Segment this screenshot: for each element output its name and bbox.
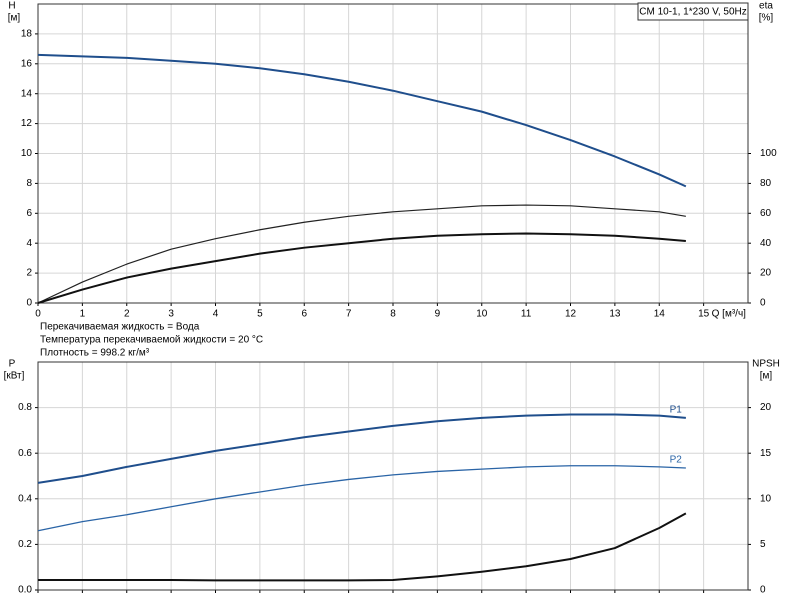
y-tick-label: 14 — [21, 88, 33, 99]
y-tick-label: 0.0 — [18, 585, 32, 596]
y-axis-unit: [м] — [8, 13, 21, 24]
curve — [38, 512, 687, 582]
x-axis-label: Q [м³/ч] — [712, 309, 747, 320]
note: Плотность = 998.2 кг/м³ — [40, 348, 150, 359]
y-axis-unit: [кВт] — [4, 371, 25, 382]
note: Перекачиваемая жидкость = Вода — [40, 322, 200, 333]
curve — [37, 465, 686, 532]
x-tick-label: 1 — [80, 309, 86, 320]
x-tick-label: 11 — [521, 309, 532, 320]
y2-axis-label: eta — [759, 1, 773, 12]
y-tick-label: 18 — [21, 29, 33, 40]
y-tick-label: 16 — [21, 58, 33, 69]
y-tick-label: 2 — [26, 268, 32, 279]
y2-axis-unit: [%] — [759, 13, 774, 24]
y2-tick-label: 80 — [760, 178, 772, 189]
x-tick-label: 4 — [213, 309, 219, 320]
x-tick-label: 14 — [654, 309, 666, 320]
curve — [37, 232, 686, 304]
y-tick-label: 6 — [26, 208, 32, 219]
y-tick-label: 8 — [26, 178, 32, 189]
y-axis-label: P — [9, 359, 16, 370]
title-box — [637, 2, 749, 21]
curve — [37, 204, 686, 304]
y2-tick-label: 15 — [760, 448, 772, 459]
y2-tick-label: 20 — [760, 402, 772, 413]
x-tick-label: 13 — [609, 309, 621, 320]
x-tick-label: 7 — [346, 309, 352, 320]
y-axis-label: H — [8, 1, 15, 12]
curve-label: P2 — [670, 455, 683, 466]
curve — [37, 53, 687, 188]
y2-tick-label: 60 — [760, 208, 772, 219]
y2-tick-label: 10 — [760, 493, 772, 504]
y-tick-label: 10 — [21, 148, 33, 159]
y2-tick-label: 0 — [760, 298, 766, 309]
y-tick-label: 0.2 — [18, 539, 32, 550]
y-tick-label: 4 — [26, 238, 32, 249]
chart-title: CM 10-1, 1*230 V, 50Hz — [639, 7, 746, 18]
x-tick-label: 2 — [124, 309, 130, 320]
curve-label: P1 — [670, 405, 683, 416]
curve — [37, 413, 686, 484]
y-tick-label: 0.4 — [18, 493, 32, 504]
x-tick-label: 9 — [435, 309, 441, 320]
y2-tick-label: 5 — [760, 539, 766, 550]
y-tick-label: 12 — [21, 118, 33, 129]
note: Температура перекачиваемой жидкости = 20… — [40, 335, 263, 346]
x-tick-label: 5 — [257, 309, 263, 320]
y-tick-label: 0 — [26, 298, 32, 309]
y2-axis-label: NPSH — [752, 359, 780, 370]
x-tick-label: 0 — [35, 309, 41, 320]
y2-tick-label: 40 — [760, 238, 772, 249]
y2-tick-label: 100 — [760, 148, 777, 159]
x-tick-label: 10 — [476, 309, 488, 320]
x-tick-label: 6 — [301, 309, 307, 320]
plot-frame — [37, 3, 749, 304]
x-tick-label: 3 — [168, 309, 174, 320]
x-tick-label: 15 — [698, 309, 710, 320]
y-tick-label: 0.8 — [18, 402, 32, 413]
x-tick-label: 12 — [565, 309, 577, 320]
y2-axis-unit: [м] — [760, 371, 773, 382]
y-tick-label: 0.6 — [18, 448, 32, 459]
plot-frame — [37, 361, 749, 591]
y2-tick-label: 20 — [760, 268, 772, 279]
y2-tick-label: 0 — [760, 585, 766, 596]
x-tick-label: 8 — [390, 309, 396, 320]
